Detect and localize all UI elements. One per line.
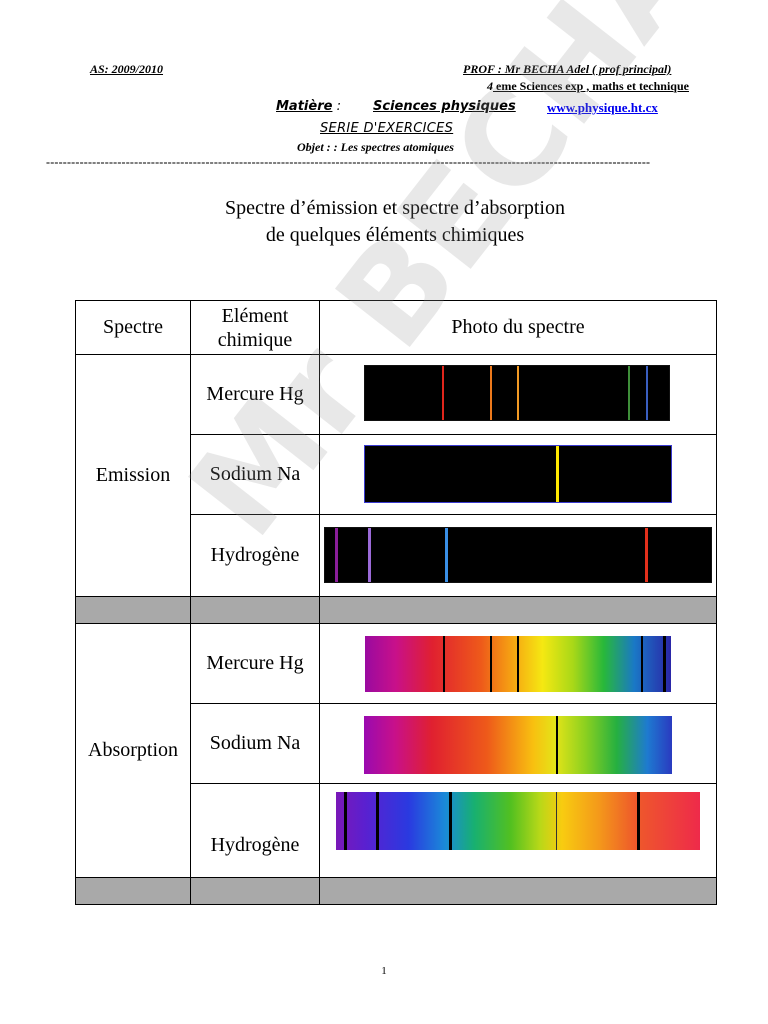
series-title: SERIE D'EXERCICES xyxy=(320,121,454,136)
table-header-row: Spectre Elément chimique Photo du spectr… xyxy=(75,300,717,355)
subject-label-text: Matière xyxy=(276,99,333,114)
table-row: Absorption Mercure Hg xyxy=(75,623,717,878)
class-level-number: 4 xyxy=(487,79,493,93)
subject-topic: Objet : : Les spectres atomiques xyxy=(297,140,454,154)
mercury-emission-spectrum xyxy=(364,365,670,421)
header-divider: ----------------------------------------… xyxy=(46,155,651,169)
emission-label: Emission xyxy=(75,354,191,597)
separator-cell xyxy=(75,596,191,624)
spectrum-cell xyxy=(319,623,717,704)
sodium-emission-spectrum xyxy=(364,445,672,503)
school-year: AS: 2009/2010 xyxy=(90,62,164,76)
absorption-line xyxy=(490,636,492,692)
table-row: Hydrogène xyxy=(76,514,717,597)
mercury-absorption-spectrum xyxy=(365,636,671,692)
spectral-line xyxy=(646,366,648,420)
spectral-line xyxy=(445,528,448,582)
absorption-line xyxy=(663,636,666,692)
absorption-line xyxy=(641,636,643,692)
spectra-table: Spectre Elément chimique Photo du spectr… xyxy=(75,300,717,905)
page-title-line2: de quelques éléments chimiques xyxy=(265,224,525,246)
spectral-line xyxy=(335,528,338,582)
absorption-line xyxy=(344,792,347,850)
page-title-line1: Spectre d’émission et spectre d’absorpti… xyxy=(225,197,565,219)
subject-label-colon: : xyxy=(332,99,341,114)
absorption-line xyxy=(443,636,445,692)
spectral-line xyxy=(442,366,444,420)
absorption-label: Absorption xyxy=(75,623,191,878)
separator-cell xyxy=(190,596,320,624)
spectrum-cell xyxy=(319,354,717,435)
element-mercury-absorption: Mercure Hg xyxy=(190,623,320,704)
spectrum-cell xyxy=(319,514,717,597)
sodium-absorption-spectrum xyxy=(364,716,672,774)
separator-cell xyxy=(319,596,717,624)
teacher-name: PROF : Mr BECHA Adel ( prof principal) xyxy=(463,62,672,76)
absorption-line xyxy=(556,792,557,850)
page-title: Spectre d’émission et spectre d’absorpti… xyxy=(150,195,640,249)
absorption-line xyxy=(556,716,558,774)
spectral-line xyxy=(628,366,630,420)
element-sodium-absorption: Sodium Na xyxy=(190,703,320,784)
spectral-line xyxy=(556,446,559,502)
hydrogen-emission-spectrum xyxy=(324,527,712,583)
spectrum-cell xyxy=(319,783,717,878)
element-sodium-emission: Sodium Na xyxy=(190,434,320,515)
class-level: 4 eme Sciences exp , maths et technique xyxy=(487,79,689,94)
spectral-line xyxy=(517,366,519,420)
element-hydrogen-absorption: Hydrogène xyxy=(190,783,320,878)
header-element: Elément chimique xyxy=(190,300,320,355)
spectral-line xyxy=(645,528,648,582)
separator-row xyxy=(75,877,717,905)
separator-cell xyxy=(190,877,320,905)
table-row: Hydrogène xyxy=(76,783,717,878)
spectral-line xyxy=(490,366,492,420)
subject-value: Sciences physiques xyxy=(373,99,516,114)
element-mercury-emission: Mercure Hg xyxy=(190,354,320,435)
table-row: Sodium Na xyxy=(76,703,717,784)
subject-label: Matière : xyxy=(276,99,341,114)
separator-cell xyxy=(319,877,717,905)
website-link[interactable]: www.physique.ht.cx xyxy=(547,100,658,115)
absorption-line xyxy=(376,792,379,850)
header-spectre: Spectre xyxy=(75,300,191,355)
spectrum-cell xyxy=(319,434,717,515)
header-element-line2: chimique xyxy=(217,328,293,351)
spectrum-cell xyxy=(319,703,717,784)
separator-row xyxy=(75,596,717,624)
separator-cell xyxy=(75,877,191,905)
header-photo: Photo du spectre xyxy=(319,300,717,355)
page-number: 1 xyxy=(381,965,387,977)
header-element-line1: Elément xyxy=(221,304,289,327)
table-row: Sodium Na xyxy=(76,434,717,515)
absorption-line xyxy=(517,636,519,692)
spectral-line xyxy=(368,528,371,582)
absorption-line xyxy=(449,792,452,850)
class-level-text: eme Sciences exp , maths et technique xyxy=(493,79,689,93)
absorption-line xyxy=(637,792,640,850)
element-hydrogen-emission: Hydrogène xyxy=(190,514,320,597)
hydrogen-absorption-spectrum xyxy=(336,792,700,850)
table-row: Emission Mercure Hg xyxy=(75,354,717,597)
